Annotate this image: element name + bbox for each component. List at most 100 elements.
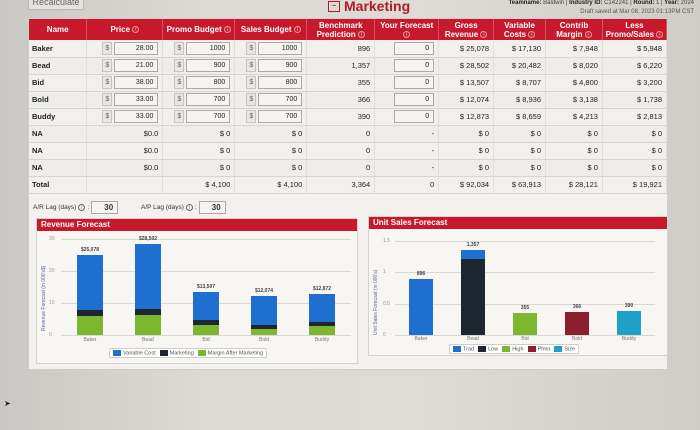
unit-bar[interactable] [565, 312, 589, 335]
gross-revenue-cell: $ 25,078 [438, 40, 495, 58]
unit-sales-forecast-title: Unit Sales Forecast [369, 217, 667, 229]
gridline [61, 271, 351, 272]
info-icon[interactable]: i [224, 26, 232, 34]
col-promo-budget: Promo Budget i [162, 19, 236, 40]
unit-y-axis-label: Unit Sales Forecast (in 000's) [373, 269, 379, 335]
promo-budget-input[interactable]: 1000 [186, 41, 231, 55]
promo-budget-cell[interactable]: $700 [162, 91, 236, 109]
legend-item[interactable]: Size [554, 346, 575, 352]
sales-budget-input[interactable]: 900 [258, 59, 303, 72]
info-icon[interactable]: i [185, 204, 193, 211]
forecast-cell[interactable]: 0 [374, 108, 440, 126]
info-icon[interactable]: i [357, 30, 365, 38]
sales-budget-input[interactable]: 700 [258, 110, 303, 123]
contrib-margin-cell: $ 4,800 [545, 74, 603, 92]
forecast-cell[interactable]: 0 [374, 57, 440, 75]
sales-budget-cell[interactable]: $700 [234, 91, 308, 109]
sales-budget-cell: $ 0 [234, 159, 308, 177]
product-name: Bold [29, 91, 88, 109]
unit-bar[interactable] [617, 310, 641, 335]
x-tick: Bold [258, 337, 269, 343]
unit-bar[interactable] [461, 249, 485, 335]
segment-fill [409, 278, 433, 335]
forecast-input[interactable]: 0 [394, 93, 435, 106]
forecast-cell[interactable]: 0 [374, 40, 440, 58]
forecast-input[interactable]: 0 [394, 41, 435, 55]
price-cell[interactable]: $33.00 [86, 108, 164, 126]
round-value: 1 [656, 0, 660, 6]
legend-item[interactable]: High [502, 346, 524, 352]
revenue-bar[interactable] [309, 293, 335, 335]
bar-value-label: 1,357 [466, 241, 480, 248]
info-icon[interactable]: i [78, 204, 86, 211]
forecast-input[interactable]: 0 [394, 76, 435, 89]
promo-budget-cell[interactable]: $800 [162, 74, 236, 92]
promo-budget-input[interactable]: 900 [186, 59, 231, 72]
unit-bar[interactable] [409, 278, 433, 335]
forecast-input[interactable]: 0 [394, 110, 435, 123]
industry-value: C142241 [604, 0, 629, 6]
promo-budget-input[interactable]: 700 [186, 110, 231, 123]
revenue-bar[interactable] [135, 243, 161, 336]
sales-budget-input[interactable]: 1000 [258, 41, 303, 55]
price-input[interactable]: 33.00 [114, 110, 159, 123]
revenue-bar[interactable] [251, 296, 277, 336]
price-cell[interactable]: $33.00 [86, 91, 164, 109]
ar-lag-input[interactable]: 30 [91, 201, 119, 214]
sales-budget-cell: $ 0 [234, 142, 308, 160]
info-icon[interactable]: i [528, 30, 536, 38]
legend-item[interactable]: Variable Cost [113, 350, 156, 356]
product-name: Buddy [29, 108, 88, 126]
info-icon[interactable]: i [403, 30, 411, 38]
sales-budget-cell[interactable]: $800 [234, 74, 308, 92]
ap-lag-input[interactable]: 30 [198, 201, 226, 214]
margin-segment [251, 329, 277, 336]
promo-budget-cell[interactable]: $700 [162, 108, 236, 126]
price-input[interactable]: 33.00 [114, 93, 159, 106]
info-icon[interactable]: i [584, 30, 592, 38]
promo-budget-input[interactable]: 800 [186, 76, 231, 89]
sales-budget-cell[interactable]: $900 [234, 57, 308, 75]
unit-bar[interactable] [513, 312, 537, 335]
forecast-input[interactable]: 0 [394, 59, 435, 72]
forecast-cell[interactable]: 0 [374, 91, 440, 109]
price-cell[interactable]: $28.00 [86, 40, 164, 58]
promo-budget-cell[interactable]: $1000 [162, 40, 236, 58]
price-cell[interactable]: $38.00 [86, 74, 164, 92]
currency-label: $ [102, 110, 113, 123]
info-icon[interactable]: i [293, 26, 301, 34]
info-icon[interactable]: i [132, 26, 140, 34]
price-cell[interactable]: $21.00 [86, 57, 164, 75]
legend-item[interactable]: Pfmn [527, 346, 550, 352]
year-label: Year: [664, 0, 679, 6]
price-input[interactable]: 28.00 [114, 41, 159, 55]
x-tick: Bold [571, 336, 582, 342]
legend-item[interactable]: Marketing [159, 350, 194, 356]
revenue-bar[interactable] [193, 291, 219, 335]
revenue-bar[interactable] [77, 254, 103, 336]
sales-budget-cell[interactable]: $700 [234, 108, 308, 126]
table-row: Buddy $33.00 $700 $700 390 0 $ 12,873 $ … [29, 108, 668, 126]
unit-sales-forecast-chart: Unit Sales Forecast Unit Sales Forecast … [368, 216, 668, 356]
recalculate-button[interactable]: Recalculate [28, 0, 84, 10]
segment-fill [513, 312, 537, 335]
legend-item[interactable]: Margin After Marketing [197, 350, 263, 356]
price-input[interactable]: 38.00 [114, 76, 159, 89]
legend-item[interactable]: Low [478, 346, 498, 352]
promo-budget-cell[interactable]: $900 [162, 57, 236, 75]
forecast-cell[interactable]: 0 [374, 74, 440, 92]
info-icon[interactable]: i [480, 30, 488, 38]
legend-item[interactable]: Trad [453, 346, 474, 352]
info-icon[interactable]: i [656, 30, 664, 38]
contrib-margin-cell: $ 0 [545, 125, 603, 143]
sales-budget-input[interactable]: 700 [258, 93, 303, 106]
variable-costs-cell: $ 8,659 [493, 108, 547, 126]
price-input[interactable]: 21.00 [114, 59, 159, 72]
gridline [61, 239, 351, 240]
unit-legend: Trad Low High Pfmn Size [449, 344, 580, 355]
promo-budget-input[interactable]: 700 [186, 93, 231, 106]
sales-budget-input[interactable]: 800 [258, 76, 303, 89]
margin-segment [77, 315, 103, 336]
sales-budget-cell[interactable]: $1000 [234, 40, 308, 58]
table-row: NA $0.0 $ 0 $ 0 0 - $ 0 $ 0 $ 0 $ 0 [29, 125, 668, 143]
